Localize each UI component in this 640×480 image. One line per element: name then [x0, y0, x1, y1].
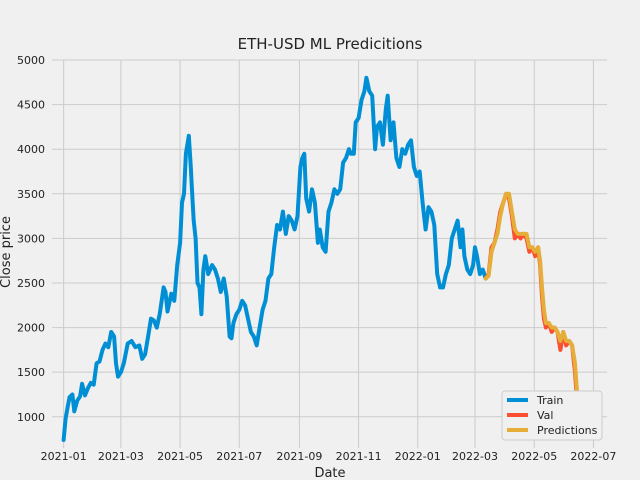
x-tick-label: 2021-03 — [98, 450, 144, 463]
y-tick-label: 3000 — [17, 232, 45, 245]
legend: Train Val Predictions — [501, 390, 603, 441]
y-tick-labels: 1000 1500 2000 2500 3000 3500 4000 4500 5000 — [17, 54, 45, 424]
x-tick-label: 2021-09 — [276, 450, 322, 463]
x-tick-label: 2021-07 — [216, 450, 262, 463]
x-tick-label: 2022-07 — [570, 450, 616, 463]
y-tick-label: 2000 — [17, 322, 45, 335]
legend-label-train: Train — [536, 394, 563, 407]
y-tick-label: 5000 — [17, 54, 45, 67]
x-tick-label: 2021-01 — [41, 450, 87, 463]
x-tick-label: 2022-05 — [511, 450, 557, 463]
y-tick-label: 4000 — [17, 143, 45, 156]
x-tick-label: 2021-05 — [157, 450, 203, 463]
y-tick-label: 4500 — [17, 99, 45, 112]
series-line-train — [61, 75, 488, 442]
y-tick-label: 2500 — [17, 277, 45, 290]
y-axis-title: Close price — [0, 216, 14, 288]
x-axis-title: Date — [314, 466, 345, 480]
x-tick-label: 2021-11 — [336, 450, 382, 463]
x-tick-label: 2022-01 — [395, 450, 441, 463]
x-tick-label: 2022-03 — [452, 450, 498, 463]
legend-label-val: Val — [537, 409, 553, 422]
y-tick-label: 3500 — [17, 188, 45, 201]
chart-title: ETH-USD ML Predicitions — [238, 35, 423, 53]
y-tick-label: 1500 — [17, 366, 45, 379]
x-tick-labels: 2021-01 2021-03 2021-05 2021-07 2021-09 2021-… — [41, 450, 617, 463]
legend-box — [501, 390, 603, 441]
y-tick-label: 1000 — [17, 411, 45, 424]
series-line-predictions — [483, 191, 594, 415]
series-lines — [61, 75, 594, 442]
legend-label-predictions: Predictions — [537, 424, 598, 437]
